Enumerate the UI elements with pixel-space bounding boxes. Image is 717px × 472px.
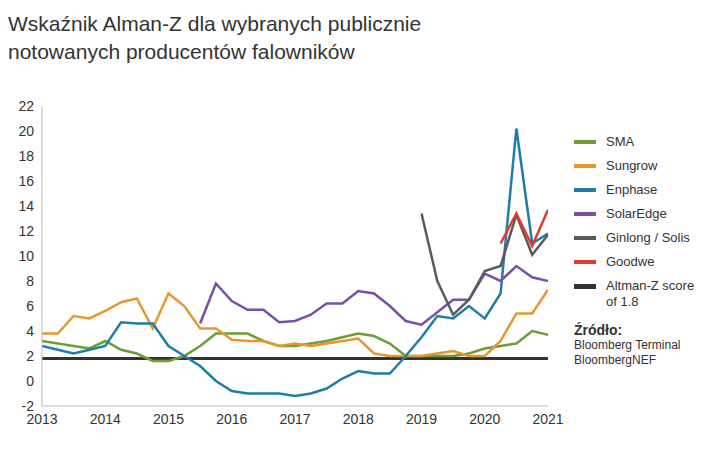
svg-text:2020: 2020 [469, 411, 500, 427]
svg-text:2013: 2013 [26, 410, 58, 427]
html-text:Goodwe: Goodwe [606, 254, 655, 269]
svg-text:2021: 2021 [532, 411, 563, 427]
html-text:Enphase: Enphase [606, 182, 658, 197]
svg-text:0: 0 [26, 373, 34, 389]
svg-text:2017: 2017 [279, 411, 310, 427]
html-text:SolarEdge: SolarEdge [606, 206, 667, 221]
html-text:Altman-Z score of 1.8: Altman-Z score of 1.8 [606, 278, 695, 309]
html-text:Sungrow: Sungrow [606, 158, 658, 173]
svg-text:2016: 2016 [216, 411, 247, 427]
svg-text:-2: -2 [22, 398, 35, 414]
svg-text:12: 12 [18, 223, 34, 239]
svg-text:2014: 2014 [90, 411, 121, 427]
html-text:Wskaźnik Alman-Z dla wybranych: Wskaźnik Alman-Z dla wybranych publiczni… [8, 12, 422, 63]
svg-text:16: 16 [18, 173, 34, 189]
svg-text:2: 2 [26, 348, 34, 364]
html-text:SMA: SMA [606, 134, 635, 149]
svg-text:18: 18 [18, 148, 34, 164]
html-text:BloombergNEF: BloombergNEF [574, 353, 656, 367]
svg-text:6: 6 [26, 298, 34, 314]
svg-text:2015: 2015 [153, 411, 184, 427]
html-text:Bloomberg Terminal: Bloomberg Terminal [574, 338, 681, 352]
html-text:Źródło:: Źródło: [574, 322, 623, 338]
svg-text:10: 10 [18, 248, 34, 264]
svg-text:2019: 2019 [406, 411, 437, 427]
html-text:Ginlong / Solis: Ginlong / Solis [606, 230, 690, 245]
svg-text:4: 4 [26, 323, 34, 339]
svg-text:8: 8 [26, 273, 34, 289]
svg-text:14: 14 [18, 198, 34, 214]
svg-text:22: 22 [18, 98, 34, 114]
svg-text:20: 20 [18, 123, 34, 139]
svg-text:2018: 2018 [343, 411, 374, 427]
